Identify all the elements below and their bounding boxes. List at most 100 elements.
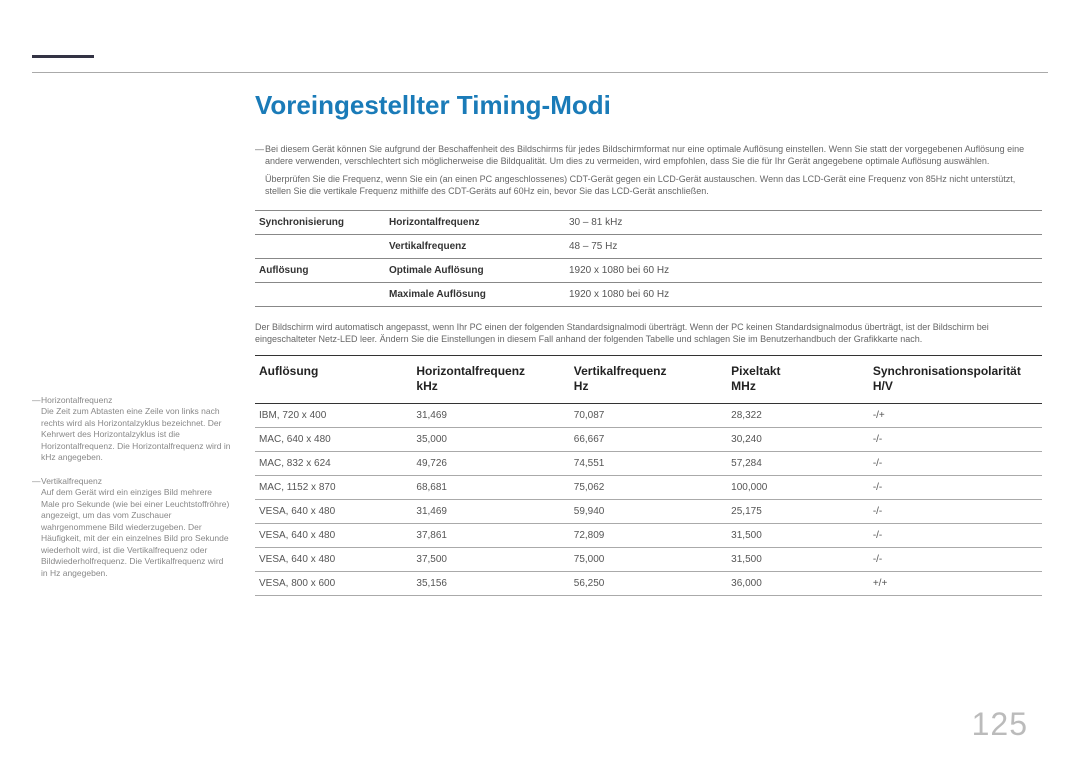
intro-para-2: Überprüfen Sie die Frequenz, wenn Sie ei… <box>255 173 1042 197</box>
timing-cell: IBM, 720 x 400 <box>255 404 412 428</box>
spec-cell-value: 48 – 75 Hz <box>565 234 1042 258</box>
timing-cell: -/- <box>869 524 1042 548</box>
timing-row: IBM, 720 x 40031,46970,08728,322-/+ <box>255 404 1042 428</box>
timing-cell: MAC, 832 x 624 <box>255 452 412 476</box>
th-unit: kHz <box>416 379 437 393</box>
th-syncpol: SynchronisationspolaritätH/V <box>869 355 1042 403</box>
th-hfreq: HorizontalfrequenzkHz <box>412 355 569 403</box>
main-content: Voreingestellter Timing-Modi ― Bei diese… <box>255 90 1042 596</box>
timing-cell: 70,087 <box>570 404 727 428</box>
page-title: Voreingestellter Timing-Modi <box>255 90 1042 121</box>
timing-cell: 37,500 <box>412 548 569 572</box>
timing-cell: 31,469 <box>412 404 569 428</box>
th-text: Pixeltakt <box>731 364 780 378</box>
th-text: Auflösung <box>259 364 318 378</box>
spec-row: AuflösungOptimale Auflösung1920 x 1080 b… <box>255 258 1042 282</box>
timing-cell: 75,000 <box>570 548 727 572</box>
timing-cell: 35,156 <box>412 572 569 596</box>
dash-bullet: ― <box>32 395 41 406</box>
spec-cell-param: Horizontalfrequenz <box>385 210 565 234</box>
th-text: Synchronisationspolarität <box>873 364 1021 378</box>
timing-cell: 35,000 <box>412 428 569 452</box>
timing-cell: 72,809 <box>570 524 727 548</box>
spec-row: Maximale Auflösung1920 x 1080 bei 60 Hz <box>255 282 1042 306</box>
spec-table: SynchronisierungHorizontalfrequenz30 – 8… <box>255 210 1042 307</box>
note-text: Auf dem Gerät wird ein einziges Bild meh… <box>41 487 229 577</box>
timing-cell: 30,240 <box>727 428 869 452</box>
timing-cell: 56,250 <box>570 572 727 596</box>
spec-cell-value: 1920 x 1080 bei 60 Hz <box>565 282 1042 306</box>
timing-cell: VESA, 640 x 480 <box>255 500 412 524</box>
timing-cell: -/- <box>869 428 1042 452</box>
dash-bullet: ― <box>32 476 41 487</box>
timing-row: MAC, 1152 x 87068,68175,062100,000-/- <box>255 476 1042 500</box>
intro-text-1: Bei diesem Gerät können Sie aufgrund der… <box>265 144 1024 166</box>
timing-row: VESA, 800 x 60035,15656,25036,000+/+ <box>255 572 1042 596</box>
th-vfreq: VertikalfrequenzHz <box>570 355 727 403</box>
timing-row: MAC, 640 x 48035,00066,66730,240-/- <box>255 428 1042 452</box>
note-label: Vertikalfrequenz <box>41 476 232 487</box>
timing-cell: 100,000 <box>727 476 869 500</box>
timing-cell: -/- <box>869 548 1042 572</box>
timing-cell: -/- <box>869 500 1042 524</box>
sidebar-notes: ― Horizontalfrequenz Die Zeit zum Abtast… <box>32 395 232 591</box>
timing-cell: VESA, 640 x 480 <box>255 548 412 572</box>
timing-row: MAC, 832 x 62449,72674,55157,284-/- <box>255 452 1042 476</box>
timing-cell: -/- <box>869 476 1042 500</box>
timing-row: VESA, 640 x 48037,86172,80931,500-/- <box>255 524 1042 548</box>
timing-cell: +/+ <box>869 572 1042 596</box>
timing-cell: MAC, 1152 x 870 <box>255 476 412 500</box>
header-accent-bar <box>32 55 94 58</box>
intro-para-1: ― Bei diesem Gerät können Sie aufgrund d… <box>255 143 1042 167</box>
spec-row: Vertikalfrequenz48 – 75 Hz <box>255 234 1042 258</box>
timing-cell: VESA, 800 x 600 <box>255 572 412 596</box>
timing-cell: 49,726 <box>412 452 569 476</box>
spec-cell-group <box>255 282 385 306</box>
sidebar-note-vfreq: ― Vertikalfrequenz Auf dem Gerät wird ei… <box>32 476 232 579</box>
timing-cell: VESA, 640 x 480 <box>255 524 412 548</box>
page-number: 125 <box>972 706 1028 743</box>
spec-cell-param: Maximale Auflösung <box>385 282 565 306</box>
spec-cell-value: 30 – 81 kHz <box>565 210 1042 234</box>
timing-cell: 31,469 <box>412 500 569 524</box>
timing-cell: 59,940 <box>570 500 727 524</box>
timing-cell: 57,284 <box>727 452 869 476</box>
timing-row: VESA, 640 x 48031,46959,94025,175-/- <box>255 500 1042 524</box>
mid-paragraph: Der Bildschirm wird automatisch angepass… <box>255 321 1042 345</box>
timing-cell: 68,681 <box>412 476 569 500</box>
th-unit: H/V <box>873 379 893 393</box>
th-text: Horizontalfrequenz <box>416 364 525 378</box>
timing-cell: 31,500 <box>727 524 869 548</box>
timing-table: Auflösung HorizontalfrequenzkHz Vertikal… <box>255 355 1042 596</box>
timing-cell: 25,175 <box>727 500 869 524</box>
timing-cell: 31,500 <box>727 548 869 572</box>
spec-cell-group <box>255 234 385 258</box>
timing-cell: 37,861 <box>412 524 569 548</box>
timing-cell: 28,322 <box>727 404 869 428</box>
spec-cell-value: 1920 x 1080 bei 60 Hz <box>565 258 1042 282</box>
timing-cell: 36,000 <box>727 572 869 596</box>
spec-cell-param: Vertikalfrequenz <box>385 234 565 258</box>
timing-header-row: Auflösung HorizontalfrequenzkHz Vertikal… <box>255 355 1042 403</box>
dash-bullet: ― <box>255 143 264 155</box>
timing-cell: 75,062 <box>570 476 727 500</box>
header-rule <box>32 72 1048 73</box>
timing-cell: 66,667 <box>570 428 727 452</box>
spec-cell-param: Optimale Auflösung <box>385 258 565 282</box>
spec-cell-group: Auflösung <box>255 258 385 282</box>
note-text: Die Zeit zum Abtasten eine Zeile von lin… <box>41 406 230 462</box>
th-unit: MHz <box>731 379 756 393</box>
timing-cell: 74,551 <box>570 452 727 476</box>
timing-cell: -/- <box>869 452 1042 476</box>
th-resolution: Auflösung <box>255 355 412 403</box>
th-pixclock: PixeltaktMHz <box>727 355 869 403</box>
sidebar-note-hfreq: ― Horizontalfrequenz Die Zeit zum Abtast… <box>32 395 232 464</box>
spec-cell-group: Synchronisierung <box>255 210 385 234</box>
th-unit: Hz <box>574 379 589 393</box>
note-label: Horizontalfrequenz <box>41 395 232 406</box>
timing-row: VESA, 640 x 48037,50075,00031,500-/- <box>255 548 1042 572</box>
timing-cell: -/+ <box>869 404 1042 428</box>
th-text: Vertikalfrequenz <box>574 364 667 378</box>
timing-cell: MAC, 640 x 480 <box>255 428 412 452</box>
spec-row: SynchronisierungHorizontalfrequenz30 – 8… <box>255 210 1042 234</box>
